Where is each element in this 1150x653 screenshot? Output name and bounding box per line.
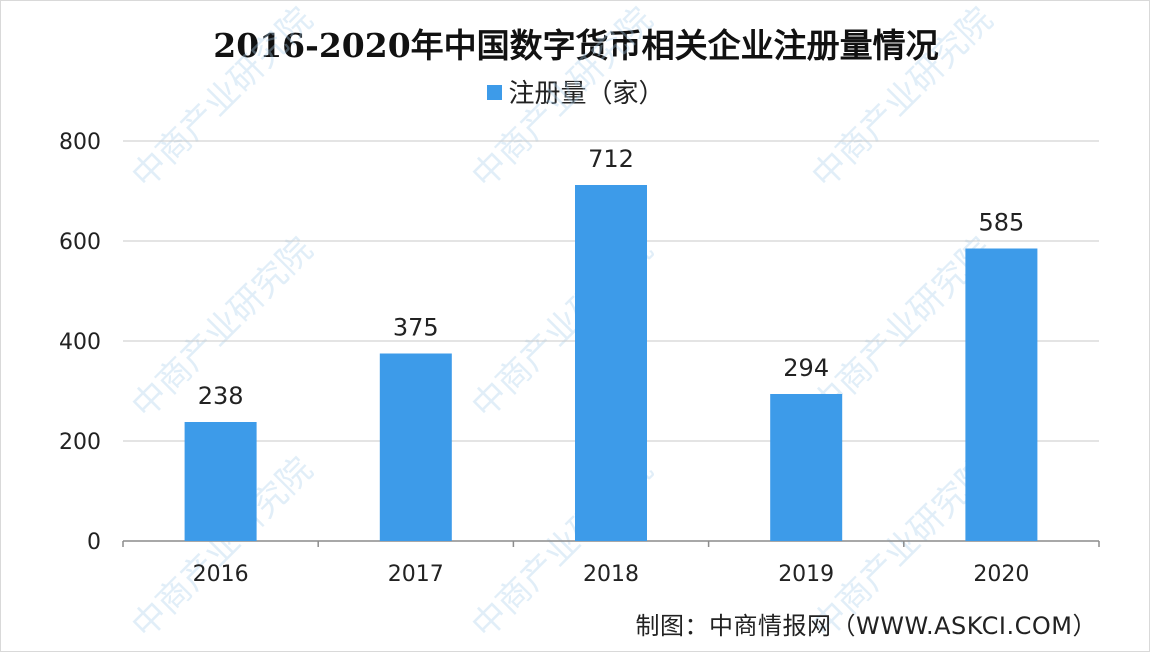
y-tick-label: 0 xyxy=(87,530,101,555)
y-tick-label: 800 xyxy=(59,130,101,155)
bar-value-label: 238 xyxy=(198,382,244,410)
bar xyxy=(575,185,647,541)
legend: 注册量（家） xyxy=(1,73,1150,110)
bar-value-label: 294 xyxy=(783,354,829,382)
chart-title: 2016-2020年中国数字货币相关企业注册量情况 xyxy=(213,26,939,65)
bar xyxy=(379,353,452,541)
bar xyxy=(965,248,1038,541)
x-tick-label: 2017 xyxy=(388,562,444,587)
x-tick-label: 2018 xyxy=(583,562,639,587)
x-tick-label: 2019 xyxy=(778,562,834,587)
bar-value-label: 585 xyxy=(978,209,1024,237)
x-tick-label: 2016 xyxy=(193,562,249,587)
x-tick-label: 2020 xyxy=(973,562,1029,587)
y-tick-label: 600 xyxy=(59,230,101,255)
y-tick-label: 400 xyxy=(59,330,101,355)
bar-value-label: 712 xyxy=(588,145,634,173)
bar xyxy=(770,394,843,541)
bar-value-label: 375 xyxy=(393,314,439,342)
bar xyxy=(184,422,257,541)
footer-credit: 制图：中商情报网（WWW.ASKCI.COM） xyxy=(635,612,1097,640)
legend-label: 注册量（家） xyxy=(508,79,665,109)
legend-swatch xyxy=(487,85,503,100)
y-tick-label: 200 xyxy=(59,430,101,455)
